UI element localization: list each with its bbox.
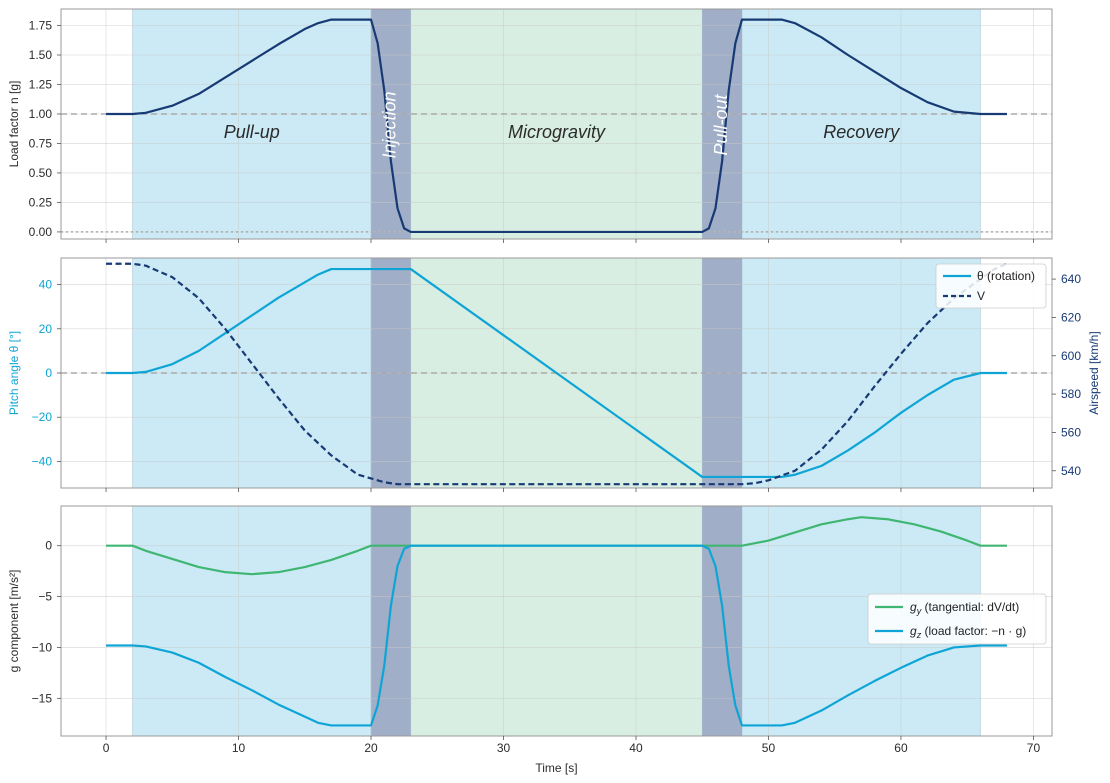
- y-tick-label: 0: [45, 539, 52, 553]
- series-line-s0: [106, 18, 1007, 234]
- y-tick-label: 40: [39, 278, 53, 292]
- y-axis-label: Pitch angle θ [°]: [7, 331, 21, 415]
- x-tick-label: 70: [1027, 741, 1041, 755]
- y-tick-label: 0.75: [29, 136, 53, 150]
- y-right-axis-label: Airspeed [km/h]: [1087, 331, 1101, 414]
- y-tick-label: 1.50: [29, 48, 53, 62]
- phase-label-pull-out: Pull-out: [711, 93, 731, 155]
- axes-frame: [60, 505, 1053, 737]
- phase-band-recovery: [741, 9, 981, 239]
- y-tick-label: −5: [38, 590, 52, 604]
- panel-g-components: −15 −10 −5 0 0 10 20 30 40 50 60 70 g component [m/s…: [7, 505, 1053, 775]
- phase-band-pull-up: [132, 506, 372, 736]
- y-axis-label: Load factor n [g]: [7, 81, 21, 168]
- x-tick-label: 20: [364, 741, 378, 755]
- y-tick-label: −15: [32, 691, 53, 705]
- legend: gy (tangential: dV/dt)gz (load factor: −…: [867, 593, 1047, 645]
- legend-symbol: g: [910, 624, 917, 638]
- y-tick-label: 1.00: [29, 107, 53, 121]
- legend-subscript: y: [916, 606, 922, 616]
- legend-entry-label: V: [977, 289, 985, 303]
- y-tick-label: −10: [32, 640, 53, 654]
- x-tick-label: 50: [762, 741, 776, 755]
- y-axis-label: g component [m/s²]: [7, 570, 21, 673]
- legend-entry-label: θ (rotation): [977, 269, 1035, 283]
- y-tick-label: 0.50: [29, 166, 53, 180]
- y-right-tick-label: 540: [1061, 464, 1081, 478]
- y-right-tick-label: 600: [1061, 349, 1081, 363]
- phase-label-pull-up: Pull-up: [224, 122, 280, 142]
- phase-label-recovery: Recovery: [823, 122, 900, 142]
- y-tick-label: 0: [45, 366, 52, 380]
- y-tick-label: 20: [39, 322, 53, 336]
- series-line-gz: [106, 544, 1007, 727]
- y-tick-label: 0.00: [29, 225, 53, 239]
- x-tick-label: 0: [103, 741, 110, 755]
- legend-symbol: g: [910, 600, 917, 614]
- series-line-θ: [106, 267, 1007, 479]
- phase-label-injection: Injection: [380, 91, 400, 158]
- y-tick-label: 1.25: [29, 77, 53, 91]
- x-tick-label: 60: [894, 741, 908, 755]
- x-axis-label: Time [s]: [535, 761, 577, 775]
- phase-label-microgravity: Microgravity: [508, 122, 606, 142]
- phase-band-pull-out: [702, 506, 742, 736]
- legend-description: (tangential: dV/dt): [921, 600, 1019, 614]
- y-tick-label: 0.25: [29, 195, 53, 209]
- panel-pitch-airspeed: −40 −20 0 20 40 540 560 580 600 620 640 Airspeed [k…: [7, 257, 1101, 492]
- phase-band-pull-up: [132, 9, 372, 239]
- x-tick-label: 40: [629, 741, 643, 755]
- phase-band-injection: [371, 506, 411, 736]
- y-tick-label: −20: [32, 410, 53, 424]
- legend-entry-label: gy (tangential: dV/dt): [910, 600, 1019, 616]
- legend-entry-label: gz (load factor: −n · g): [910, 624, 1026, 640]
- y-tick-label: 1.75: [29, 19, 53, 33]
- series-line-v: [106, 262, 1008, 486]
- y-right-tick-label: 580: [1061, 387, 1081, 401]
- legend-subscript: z: [916, 630, 922, 640]
- phase-band-microgravity: [410, 506, 703, 736]
- x-tick-label: 10: [232, 741, 246, 755]
- legend-description: (load factor: −n · g): [921, 624, 1026, 638]
- axes-frame: [60, 8, 1053, 240]
- y-tick-label: −40: [32, 454, 53, 468]
- legend: θ (rotation) V: [935, 263, 1047, 309]
- y-right-tick-label: 640: [1061, 272, 1081, 286]
- x-tick-label: 30: [497, 741, 511, 755]
- y-right-tick-label: 560: [1061, 425, 1081, 439]
- panel-load-factor: Pull-up Injection Microgravity Pull-out Reco…: [7, 8, 1053, 243]
- legend-box: [867, 593, 1047, 645]
- phase-band-microgravity: [410, 9, 703, 239]
- y-right-tick-label: 620: [1061, 310, 1081, 324]
